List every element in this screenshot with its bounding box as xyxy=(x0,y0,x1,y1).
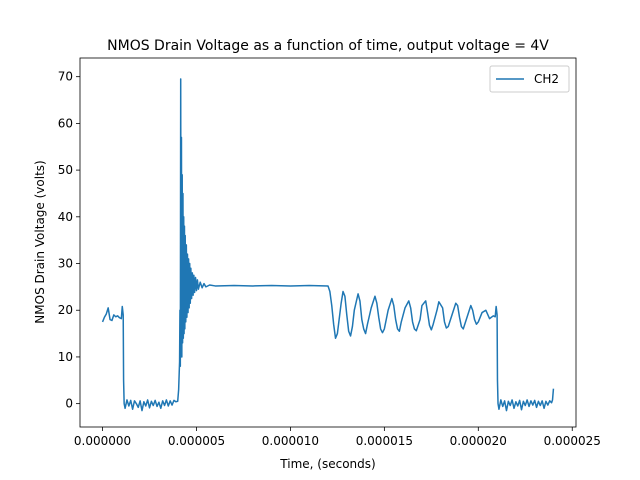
y-tick-label: 0 xyxy=(65,397,73,411)
chart-title: NMOS Drain Voltage as a function of time… xyxy=(107,38,549,54)
y-tick-label: 10 xyxy=(58,350,73,364)
y-tick-label: 40 xyxy=(58,210,73,224)
legend-label-ch2: CH2 xyxy=(534,72,559,86)
y-tick-label: 60 xyxy=(58,116,73,130)
y-tick-label: 20 xyxy=(58,303,73,317)
x-tick-label: 0.000005 xyxy=(168,434,225,448)
x-tick-label: 0.000015 xyxy=(356,434,413,448)
y-axis-label: NMOS Drain Voltage (volts) xyxy=(33,160,47,323)
plot-area xyxy=(80,58,576,427)
series-layer xyxy=(101,78,555,412)
y-tick-label: 70 xyxy=(58,70,73,84)
x-axis-ticks: 0.000000 0.000005 0.000010 0.000015 0.000020… xyxy=(74,427,601,448)
x-tick-label: 0.000000 xyxy=(74,434,131,448)
x-tick-label: 0.000025 xyxy=(544,434,601,448)
plot-frame xyxy=(79,57,577,428)
y-tick-label: 50 xyxy=(58,163,73,177)
legend-box xyxy=(489,65,570,93)
series-line-ch2 xyxy=(101,78,555,412)
y-axis-ticks: 0 10 20 30 40 50 60 70 xyxy=(58,70,80,411)
y-tick-label: 30 xyxy=(58,257,73,271)
x-tick-label: 0.000010 xyxy=(262,434,319,448)
x-tick-label: 0.000020 xyxy=(450,434,507,448)
x-axis-label: Time, (seconds) xyxy=(279,457,375,471)
legend: CH2 xyxy=(489,65,570,93)
